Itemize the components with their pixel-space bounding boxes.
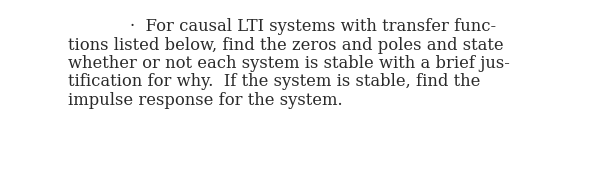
- Text: tification for why.  If the system is stable, find the: tification for why. If the system is sta…: [68, 73, 480, 91]
- Text: ·  For causal LTI systems with transfer func-: · For causal LTI systems with transfer f…: [130, 18, 496, 35]
- Text: whether or not each system is stable with a brief jus-: whether or not each system is stable wit…: [68, 55, 510, 72]
- Text: tions listed below, find the zeros and poles and state: tions listed below, find the zeros and p…: [68, 37, 503, 53]
- Text: impulse response for the system.: impulse response for the system.: [68, 92, 343, 109]
